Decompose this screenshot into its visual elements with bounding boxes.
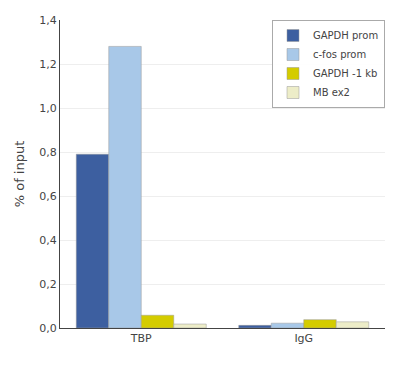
svg-text:1,4: 1,4 bbox=[39, 14, 57, 27]
svg-text:1,2: 1,2 bbox=[39, 58, 57, 71]
svg-text:0,0: 0,0 bbox=[39, 322, 57, 335]
svg-text:c-fos prom: c-fos prom bbox=[313, 49, 366, 60]
svg-text:1,0: 1,0 bbox=[39, 102, 57, 115]
svg-text:0,2: 0,2 bbox=[39, 278, 57, 291]
svg-text:IgG: IgG bbox=[294, 332, 313, 345]
svg-text:0,4: 0,4 bbox=[39, 234, 57, 247]
svg-text:% of input: % of input bbox=[12, 141, 27, 208]
svg-text:MB ex2: MB ex2 bbox=[313, 87, 350, 98]
svg-text:GAPDH prom: GAPDH prom bbox=[313, 30, 378, 41]
svg-text:0,6: 0,6 bbox=[39, 190, 57, 203]
svg-text:GAPDH -1 kb: GAPDH -1 kb bbox=[313, 68, 377, 79]
svg-text:0,8: 0,8 bbox=[39, 146, 57, 159]
svg-text:TBP: TBP bbox=[130, 332, 152, 345]
